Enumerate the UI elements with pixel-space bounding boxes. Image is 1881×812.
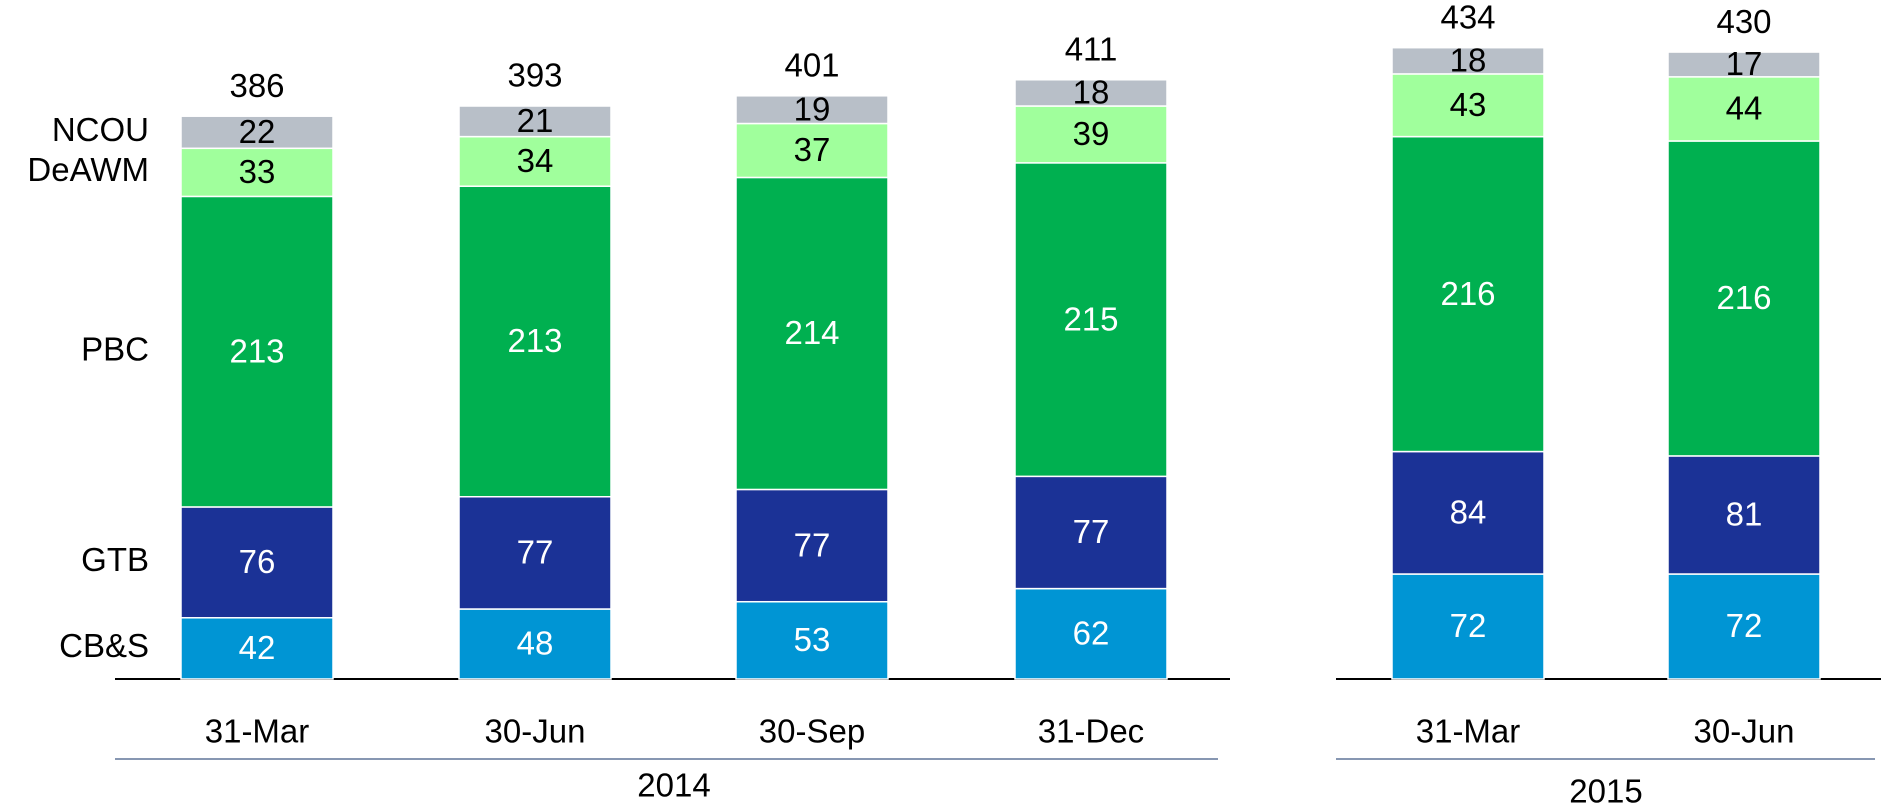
data-label: 18 (1073, 74, 1110, 111)
bar-segment (180, 115, 334, 150)
bar-segment (1391, 573, 1545, 680)
legend-label: NCOU (52, 111, 149, 148)
data-label: 43 (1450, 86, 1487, 123)
data-label: 84 (1450, 494, 1487, 531)
data-label: 17 (1726, 45, 1763, 82)
data-label: 18 (1450, 42, 1487, 79)
total-label: 430 (1716, 3, 1771, 40)
data-label: 77 (1073, 513, 1110, 550)
bar-segment (1014, 162, 1168, 478)
bar-segment (1667, 51, 1821, 78)
bar-segment (1667, 140, 1821, 457)
bar-segment (180, 147, 334, 198)
data-label: 33 (239, 153, 276, 190)
data-label: 22 (239, 113, 276, 150)
bar-segment (458, 135, 612, 187)
total-label: 393 (507, 57, 562, 94)
data-label: 44 (1726, 90, 1763, 127)
bar-segment (1014, 79, 1168, 107)
bar-segment (1014, 587, 1168, 680)
bar-segment (1014, 475, 1168, 590)
data-label: 37 (794, 131, 831, 168)
total-label: 434 (1440, 0, 1495, 35)
data-label: 216 (1440, 275, 1495, 312)
x-tick-label: 30-Jun (1694, 713, 1795, 750)
data-label: 213 (229, 332, 284, 369)
bar-segment (1391, 73, 1545, 138)
legend-label: PBC (81, 330, 149, 367)
data-label: 48 (517, 625, 554, 662)
data-label: 21 (517, 102, 554, 139)
data-label: 213 (507, 322, 562, 359)
data-label: 72 (1726, 607, 1763, 644)
bar-segment (180, 506, 334, 619)
x-tick-label: 31-Mar (1416, 713, 1521, 750)
data-label: 215 (1063, 300, 1118, 337)
bar-segment (1667, 455, 1821, 575)
group-label: 2015 (1569, 773, 1642, 810)
data-label: 19 (794, 90, 831, 127)
legend-label: GTB (81, 541, 149, 578)
data-label: 216 (1716, 279, 1771, 316)
bar-segment (458, 185, 612, 498)
bar-segment (1667, 573, 1821, 680)
bar-segment (180, 195, 334, 508)
data-label: 72 (1450, 607, 1487, 644)
data-label: 77 (794, 526, 831, 563)
x-tick-label: 30-Sep (759, 713, 865, 750)
total-label: 401 (784, 47, 839, 84)
data-label: 39 (1073, 115, 1110, 152)
legend-label: CB&S (59, 627, 149, 664)
bar-segment (458, 608, 612, 680)
data-label: 42 (239, 629, 276, 666)
data-label: 53 (794, 621, 831, 658)
total-label: 411 (1065, 30, 1118, 67)
bar-segment (735, 95, 889, 125)
data-label: 81 (1726, 496, 1763, 533)
bar-segment (458, 105, 612, 138)
x-tick-label: 31-Mar (205, 713, 310, 750)
data-label: 62 (1073, 615, 1110, 652)
group-label: 2014 (637, 767, 710, 804)
bar-segment (1014, 105, 1168, 164)
bar-segment (1391, 450, 1545, 575)
bar-segment (1391, 46, 1545, 75)
data-label: 34 (517, 142, 554, 179)
bar-segment (180, 617, 334, 680)
legend-label: DeAWM (27, 151, 149, 188)
data-label: 214 (784, 314, 839, 351)
data-label: 76 (239, 543, 276, 580)
bar-segment (735, 176, 889, 491)
x-tick-label: 30-Jun (485, 713, 586, 750)
bar-segment (458, 496, 612, 610)
x-tick-label: 31-Dec (1038, 713, 1144, 750)
data-label: 77 (517, 534, 554, 571)
bar-segment (735, 488, 889, 603)
total-label: 386 (229, 67, 284, 104)
bar-segment (735, 600, 889, 680)
